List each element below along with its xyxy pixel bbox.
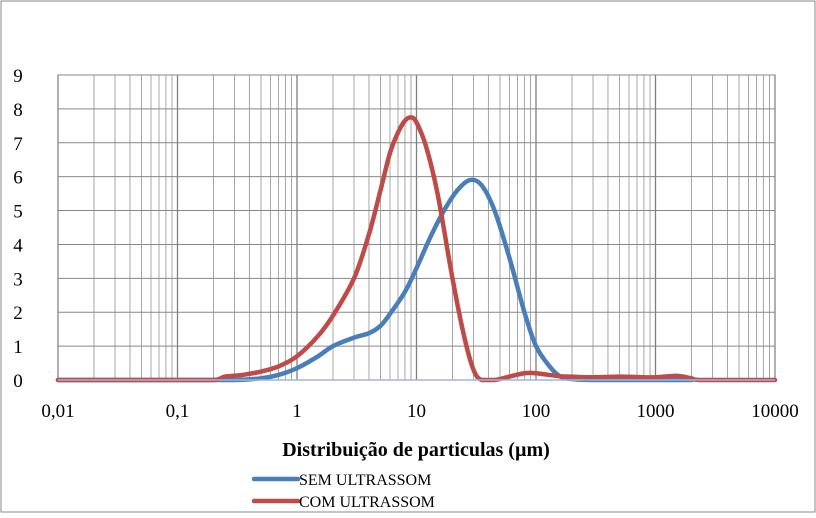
minor-gridlines: [93, 75, 771, 380]
x-tick-label: 1000: [637, 401, 675, 422]
y-tick-labels: 0 1 2 3 4 5 6 7 8 9: [13, 66, 23, 392]
y-tick-label: 5: [13, 202, 23, 223]
x-tick-label: 0,01: [41, 401, 74, 422]
x-tick-label: 1: [292, 401, 302, 422]
y-tick-label: 3: [13, 269, 23, 290]
x-tick-labels: 0,01 0,1 1 10 100 1000 10000: [41, 401, 798, 422]
y-tick-label: 1: [13, 337, 23, 358]
legend-label-2: COM ULTRASSOM: [299, 494, 435, 511]
y-tick-label: 7: [13, 134, 23, 155]
x-tick-label: 0,1: [166, 401, 190, 422]
x-tick-label: 100: [522, 401, 551, 422]
x-axis-title: Distribuição de particulas (µm): [282, 439, 550, 461]
y-tick-label: 8: [13, 100, 23, 121]
legend-label-1: SEM ULTRASSOM: [299, 472, 431, 489]
legend: SEM ULTRASSOM COM ULTRASSOM: [251, 472, 435, 511]
series-line-2: [55, 115, 778, 383]
y-tick-label: 0: [13, 371, 23, 392]
y-tick-label: 9: [13, 66, 23, 87]
y-tick-label: 4: [13, 235, 23, 256]
x-tick-label: 10: [407, 401, 426, 422]
y-tick-label: 6: [13, 168, 23, 189]
series-line-1: [55, 177, 694, 383]
x-tick-label: 10000: [751, 401, 799, 422]
y-tick-label: 2: [13, 303, 23, 324]
series-layer: [55, 115, 778, 383]
